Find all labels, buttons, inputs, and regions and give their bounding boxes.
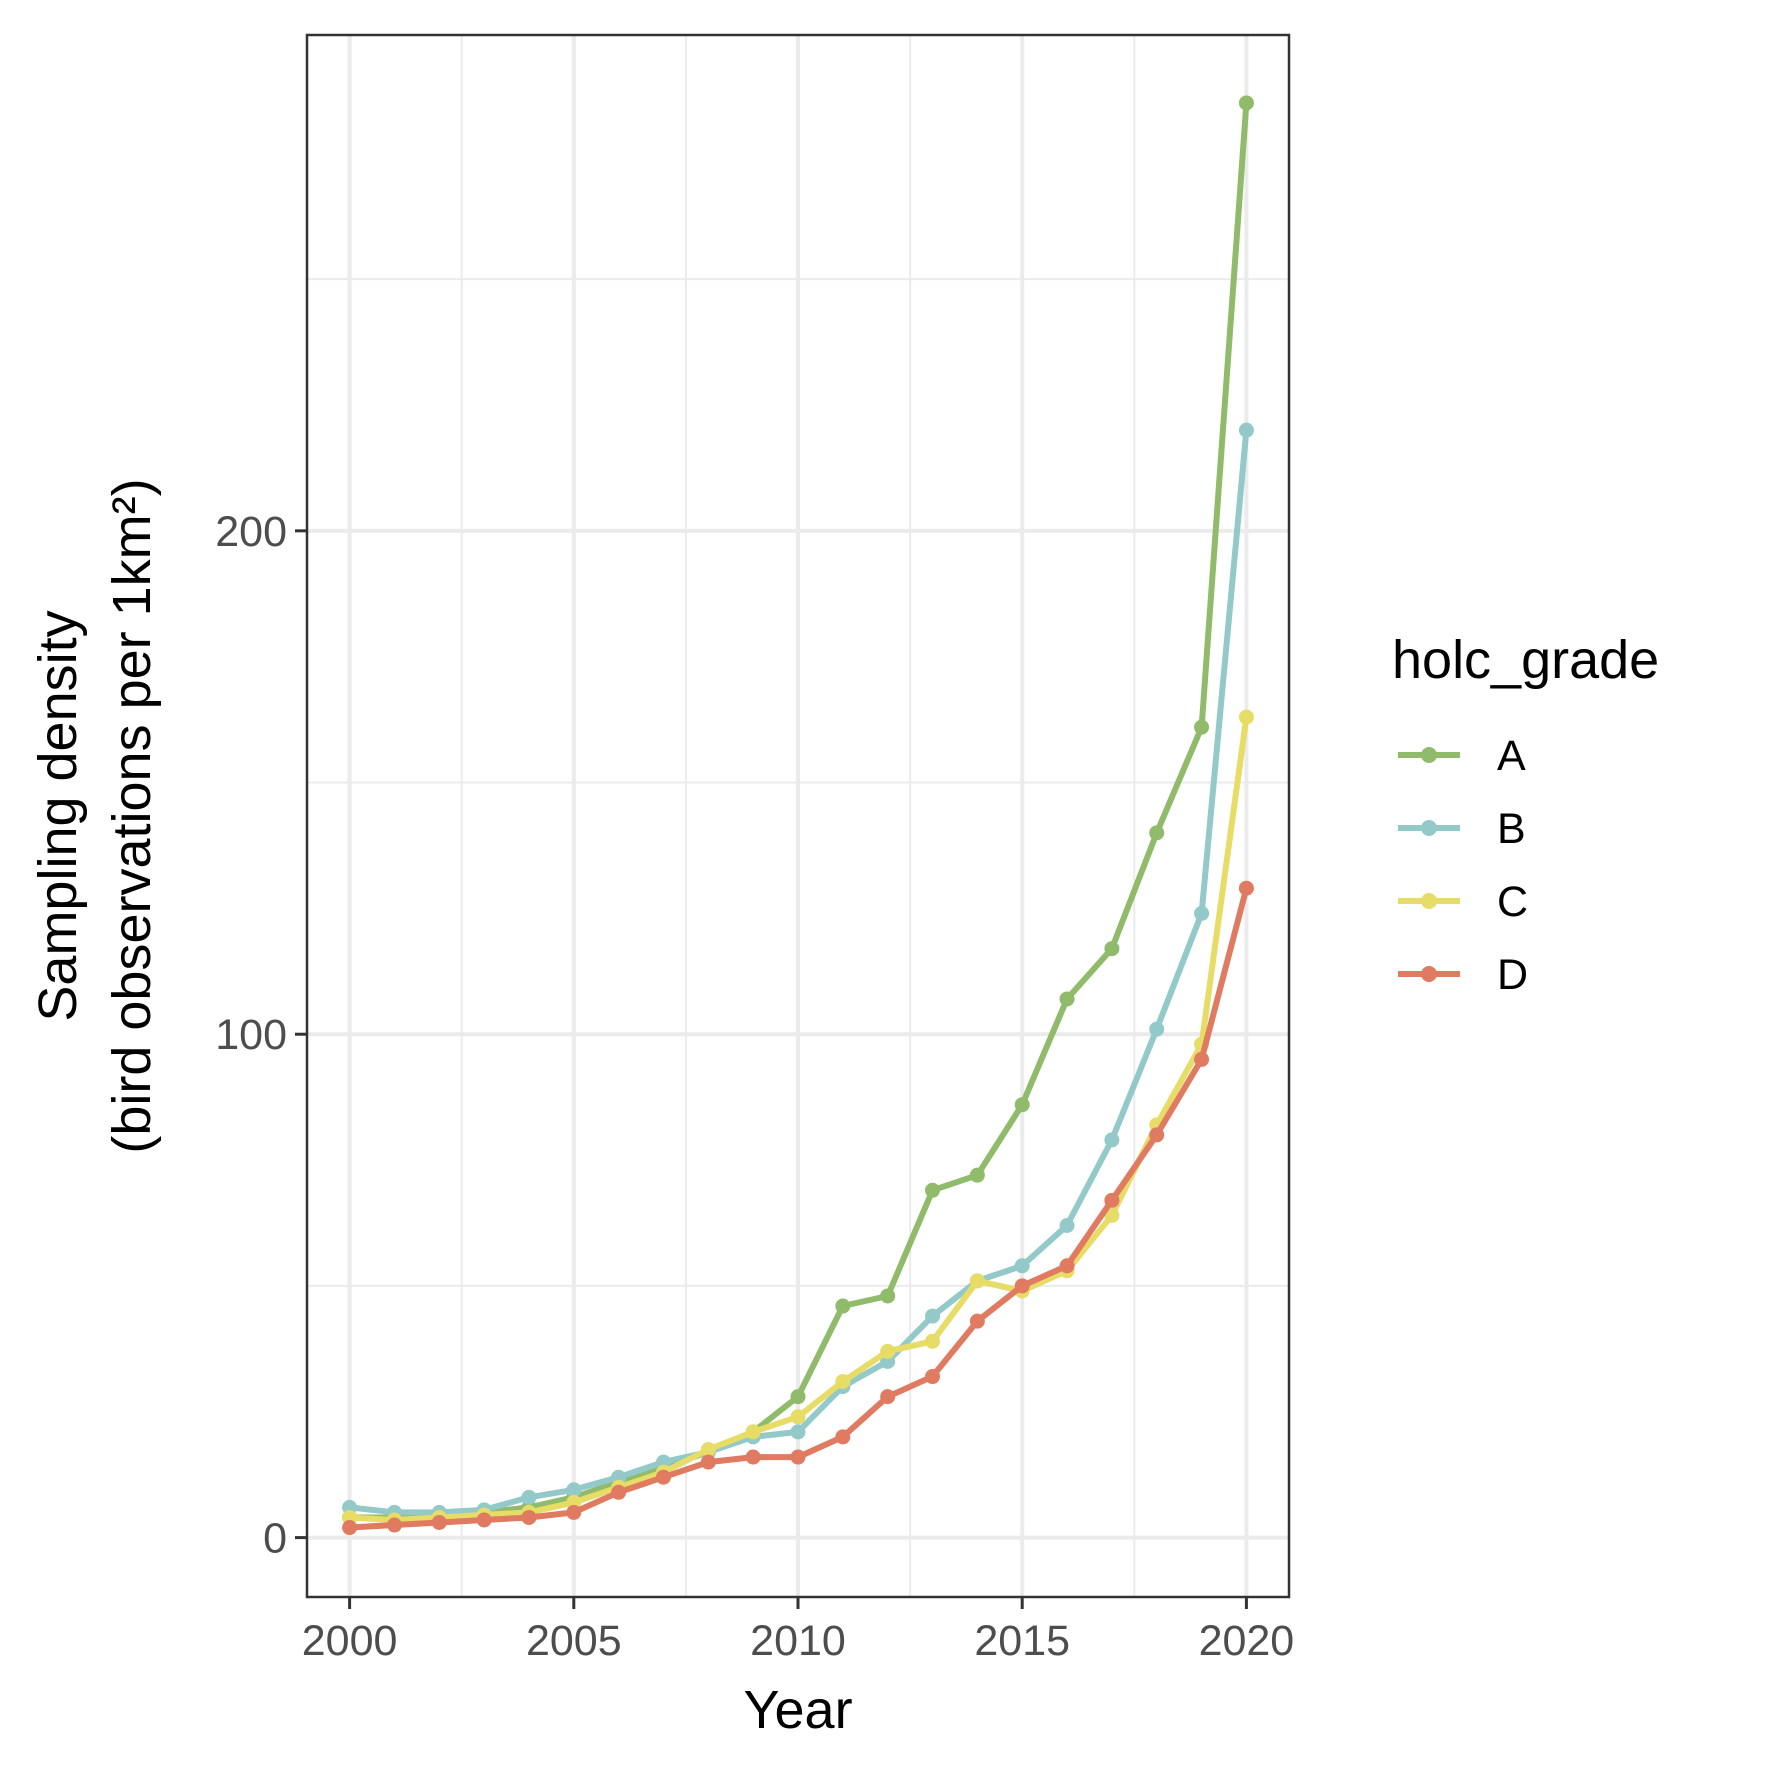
data-point-D <box>386 1517 402 1533</box>
data-point-A <box>880 1288 896 1304</box>
legend-key-point <box>1421 820 1437 836</box>
legend-title: holc_grade <box>1392 630 1659 690</box>
data-point-D <box>1104 1192 1120 1208</box>
x-tick-label: 2000 <box>302 1617 398 1665</box>
data-point-C <box>925 1333 941 1349</box>
data-point-B <box>566 1482 582 1498</box>
data-point-C <box>835 1374 851 1390</box>
data-point-D <box>611 1484 627 1500</box>
legend-label: D <box>1497 951 1528 999</box>
data-point-C <box>1238 709 1254 725</box>
x-axis: 2000 2005 2010 2015 2020 <box>302 1597 1294 1665</box>
data-point-D <box>835 1429 851 1445</box>
data-point-A <box>790 1389 806 1405</box>
data-point-D <box>745 1449 761 1465</box>
data-point-D <box>880 1389 896 1405</box>
data-point-D <box>790 1449 806 1465</box>
legend-label: B <box>1497 805 1526 853</box>
data-point-B <box>1149 1021 1165 1037</box>
x-tick-label: 2005 <box>526 1617 622 1665</box>
data-point-A <box>1014 1097 1030 1113</box>
legend-item-D: D <box>1398 951 1528 999</box>
data-point-A <box>1149 825 1165 841</box>
legend-item-B: B <box>1398 805 1526 853</box>
data-point-D <box>1059 1258 1075 1274</box>
data-point-B <box>1194 905 1210 921</box>
legend-label: C <box>1497 878 1528 926</box>
data-point-B <box>1238 422 1254 438</box>
data-point-D <box>521 1509 537 1525</box>
legend-key-point <box>1421 747 1437 763</box>
y-axis: 0 100 200 <box>215 508 307 1563</box>
data-point-B <box>1014 1258 1030 1274</box>
data-point-D <box>431 1514 447 1530</box>
series-layer <box>342 95 1254 1536</box>
x-tick-label: 2010 <box>750 1617 846 1665</box>
x-axis-title: Year <box>743 1680 852 1740</box>
data-point-A <box>969 1167 985 1183</box>
legend-item-A: A <box>1398 732 1526 780</box>
legend-key-point <box>1421 893 1437 909</box>
data-point-C <box>969 1273 985 1289</box>
grid-major <box>307 35 1289 1597</box>
y-axis-title-line2: (bird observations per 1km²) <box>102 478 162 1153</box>
legend-item-C: C <box>1398 878 1528 926</box>
legend-key-point <box>1421 966 1437 982</box>
legend-label: A <box>1497 732 1526 780</box>
y-tick-label: 100 <box>215 1011 287 1059</box>
data-point-C <box>1104 1207 1120 1223</box>
data-point-D <box>342 1520 358 1536</box>
data-point-C <box>790 1409 806 1425</box>
data-point-D <box>566 1504 582 1520</box>
data-point-C <box>745 1424 761 1440</box>
data-point-D <box>1014 1278 1030 1294</box>
x-tick-label: 2020 <box>1199 1617 1295 1665</box>
data-point-D <box>1238 880 1254 896</box>
data-point-D <box>925 1369 941 1385</box>
data-point-D <box>655 1469 671 1485</box>
y-axis-title-line1: Sampling density <box>28 610 88 1021</box>
data-point-A <box>1104 941 1120 957</box>
data-point-A <box>835 1298 851 1314</box>
data-point-A <box>925 1182 941 1198</box>
data-point-B <box>1059 1218 1075 1234</box>
data-point-C <box>880 1343 896 1359</box>
data-point-A <box>1194 719 1210 735</box>
data-point-B <box>1104 1132 1120 1148</box>
x-tick-label: 2015 <box>974 1617 1070 1665</box>
data-point-B <box>925 1308 941 1324</box>
data-point-C <box>700 1442 716 1458</box>
y-tick-label: 0 <box>263 1515 287 1563</box>
data-point-B <box>790 1424 806 1440</box>
data-point-D <box>1194 1051 1210 1067</box>
data-point-D <box>969 1313 985 1329</box>
y-axis-title: Sampling density (bird observations per … <box>28 478 162 1153</box>
data-point-B <box>521 1489 537 1505</box>
data-point-A <box>1059 991 1075 1007</box>
series-D <box>342 880 1254 1536</box>
y-tick-label: 200 <box>215 508 287 556</box>
data-point-D <box>700 1454 716 1470</box>
data-point-D <box>476 1512 492 1528</box>
data-point-A <box>1238 95 1254 111</box>
data-point-D <box>1149 1127 1165 1143</box>
